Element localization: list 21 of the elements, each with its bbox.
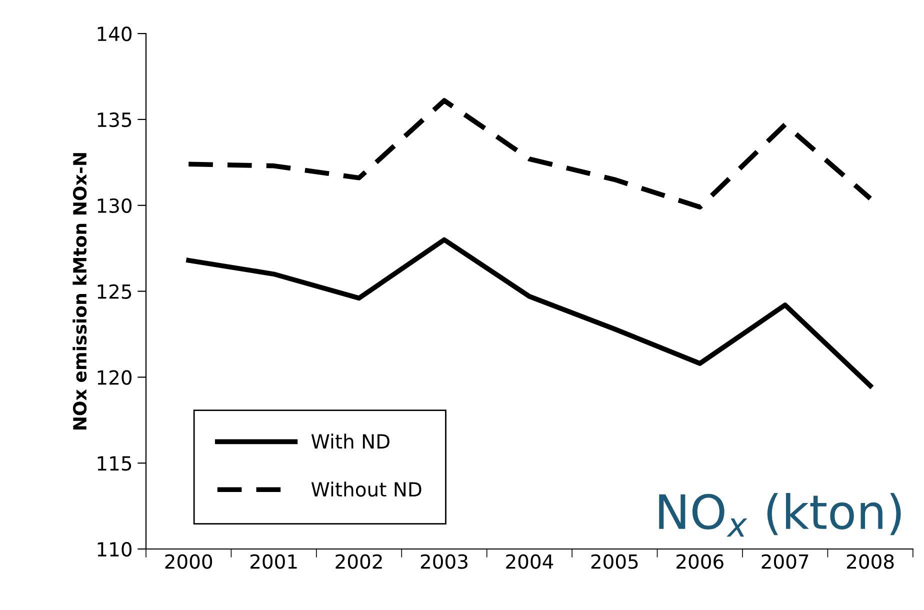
annotation: NO$_{x}$ (kton) <box>659 492 901 537</box>
y-tick-label: 110 <box>98 542 132 557</box>
legend-label: Without ND <box>311 482 422 497</box>
y-tick-label: 140 <box>98 26 132 42</box>
line-series <box>186 237 873 388</box>
legend-label: With ND <box>311 434 390 448</box>
y-tick-label: 125 <box>98 284 132 299</box>
x-tick-label: 2002 <box>336 554 382 569</box>
y-tick-label: 135 <box>98 112 132 128</box>
y-axis-title: NOx emission kMton NOx-N <box>72 153 87 430</box>
y-tick-label: 120 <box>98 370 132 385</box>
x-tick-label: 2007 <box>762 554 808 569</box>
x-tick-label: 2003 <box>420 554 468 569</box>
x-tick-label: 2004 <box>506 554 554 569</box>
x-tick-label: 2001 <box>250 554 297 569</box>
y-tick-label: 130 <box>98 198 132 214</box>
x-tick-label: 2006 <box>676 554 724 569</box>
x-tick-label: 2008 <box>846 554 894 569</box>
x-tick-label: 2005 <box>591 554 638 569</box>
x-tick-label: 2000 <box>165 554 212 569</box>
y-tick-label: 115 <box>98 456 132 471</box>
